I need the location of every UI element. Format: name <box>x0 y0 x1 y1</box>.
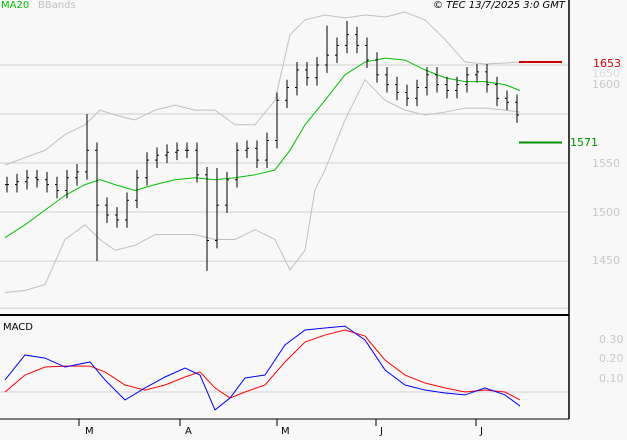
x-tick: M <box>85 426 94 437</box>
y-tick: 1450 <box>592 254 620 267</box>
macd-signal-line <box>4 329 521 401</box>
y-tick: 1550 <box>592 157 620 170</box>
support-label: 1571 <box>570 136 598 149</box>
macd-y-tick: 0.30 <box>599 333 624 346</box>
y-tick: 1650 <box>592 67 620 80</box>
legend-ma20: MA20 <box>1 0 30 11</box>
x-tick: M <box>281 426 290 437</box>
copyright: © TEC 13/7/2025 3:0 GMT <box>433 0 565 11</box>
ma20-line <box>4 57 521 238</box>
bb-lower-line <box>4 78 521 293</box>
macd-y-tick: 0.20 <box>599 352 624 365</box>
macd-line <box>4 325 521 411</box>
macd-y-tick: 0.10 <box>599 372 624 385</box>
bb-upper-line <box>4 11 521 166</box>
x-tick: J <box>380 426 383 437</box>
resistance-label: 1653 <box>593 57 621 70</box>
x-tick: A <box>185 426 192 437</box>
macd-title: MACD <box>3 322 33 333</box>
y-tick: 1500 <box>592 206 620 219</box>
x-tick: J <box>480 426 483 437</box>
y-tick: 1600 <box>592 78 620 91</box>
legend-bbands: BBands <box>38 0 76 11</box>
